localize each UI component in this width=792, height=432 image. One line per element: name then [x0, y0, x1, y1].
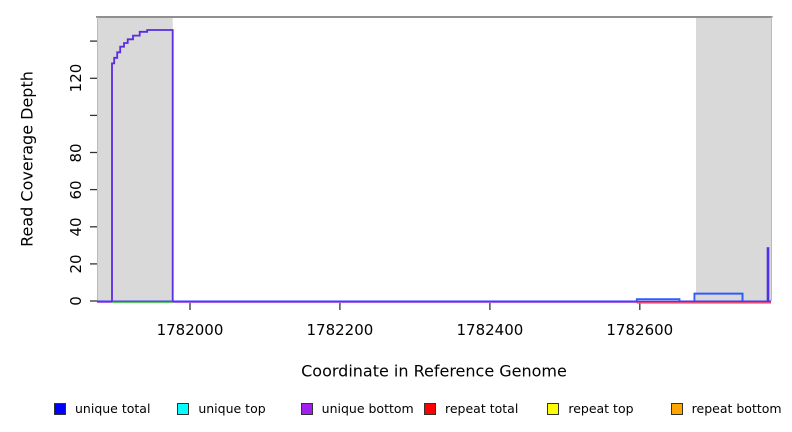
x-axis-label: Coordinate in Reference Genome	[301, 361, 567, 381]
legend-label: repeat top	[568, 401, 634, 416]
legend-item-unique-bottom: unique bottom	[293, 401, 416, 416]
legend-item-unique-top: unique top	[169, 401, 292, 416]
y-tick-label: 120	[67, 63, 85, 93]
x-tick-label: 1782200	[306, 321, 374, 339]
legend-label: unique total	[75, 401, 151, 416]
legend-item-unique-total: unique total	[46, 401, 169, 416]
unique-top-swatch-icon	[177, 402, 190, 415]
shaded-region-left-flank	[97, 18, 173, 301]
shaded-region-right-flank	[696, 18, 771, 301]
repeat-bottom-swatch-icon	[670, 402, 683, 415]
y-tick-label: 0	[67, 296, 85, 306]
series-unique-total-bump-1	[635, 298, 681, 301]
x-tick-label: 1782000	[156, 321, 224, 339]
legend-label: unique top	[198, 401, 266, 416]
y-tick-label: 40	[67, 217, 85, 237]
series-unique-peak	[111, 29, 174, 301]
legend-label: repeat total	[445, 401, 519, 416]
legend-label: repeat bottom	[691, 401, 782, 416]
y-tick-label: 80	[67, 142, 85, 163]
y-tick-label: 20	[67, 254, 85, 274]
y-axis-label: Read Coverage Depth	[17, 71, 37, 247]
x-tick-label: 1782600	[606, 321, 674, 339]
unique-bottom-swatch-icon	[300, 402, 313, 415]
legend-item-repeat-total: repeat total	[416, 401, 539, 416]
y-tick-label: 60	[67, 180, 85, 200]
unique-total-swatch-icon	[54, 402, 66, 415]
series-unique-total-bump-2	[693, 292, 744, 301]
legend-label: unique bottom	[321, 401, 414, 416]
repeat-total-swatch-icon	[424, 402, 436, 415]
legend-item-repeat-bottom: repeat bottom	[663, 401, 786, 416]
legend-item-repeat-top: repeat top	[539, 401, 662, 416]
repeat-top-swatch-icon	[547, 402, 560, 415]
x-tick-label: 1782400	[456, 321, 524, 339]
legend: unique total unique top unique bottom repea…	[46, 401, 786, 416]
